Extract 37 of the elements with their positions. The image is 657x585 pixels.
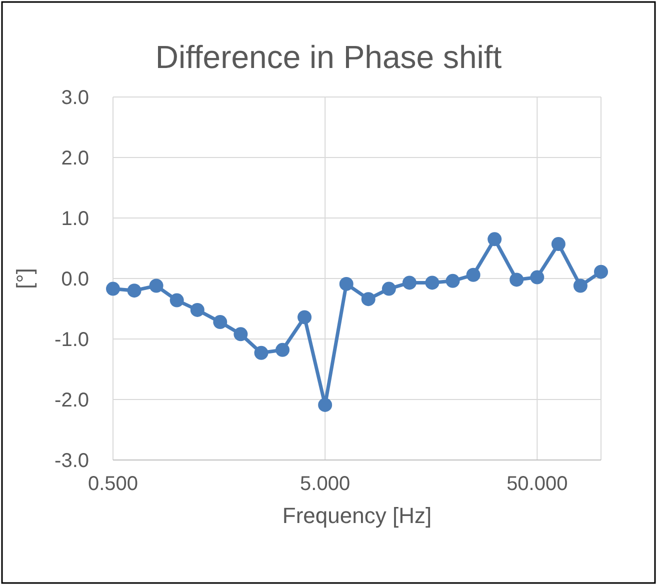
point bbox=[446, 274, 460, 288]
y-tick-label: 2.0 bbox=[61, 148, 89, 170]
point bbox=[106, 282, 120, 296]
point bbox=[318, 398, 332, 412]
y-axis-title: [°] bbox=[12, 268, 37, 290]
point bbox=[510, 272, 524, 287]
point bbox=[382, 282, 396, 296]
point bbox=[170, 293, 184, 308]
point bbox=[213, 315, 228, 330]
y-tick-label: 3.0 bbox=[61, 87, 89, 109]
y-tick-label: -2.0 bbox=[54, 390, 89, 412]
chart-title: Difference in Phase shift bbox=[155, 39, 502, 75]
point bbox=[530, 270, 544, 284]
point bbox=[190, 302, 204, 317]
point bbox=[551, 237, 566, 252]
point bbox=[339, 276, 354, 291]
y-tick-label: -3.0 bbox=[54, 450, 89, 472]
point bbox=[594, 264, 608, 279]
x-tick-label: 5.000 bbox=[300, 473, 350, 495]
point bbox=[425, 276, 440, 290]
point bbox=[254, 346, 268, 360]
point bbox=[361, 292, 376, 306]
point bbox=[149, 278, 164, 293]
y-tick-label: -1.0 bbox=[54, 329, 89, 351]
point bbox=[402, 276, 416, 290]
point bbox=[298, 310, 312, 324]
x-tick-label: 50.000 bbox=[506, 473, 568, 495]
y-tick-label: 0.0 bbox=[61, 268, 89, 290]
x-tick-label: 0.500 bbox=[88, 473, 138, 495]
point bbox=[488, 232, 502, 246]
point bbox=[234, 327, 248, 342]
point bbox=[573, 278, 588, 293]
point bbox=[127, 284, 142, 298]
x-axis-title: Frequency [Hz] bbox=[282, 503, 432, 528]
y-tick-label: 1.0 bbox=[61, 208, 89, 230]
point bbox=[276, 342, 290, 357]
point bbox=[466, 268, 480, 282]
